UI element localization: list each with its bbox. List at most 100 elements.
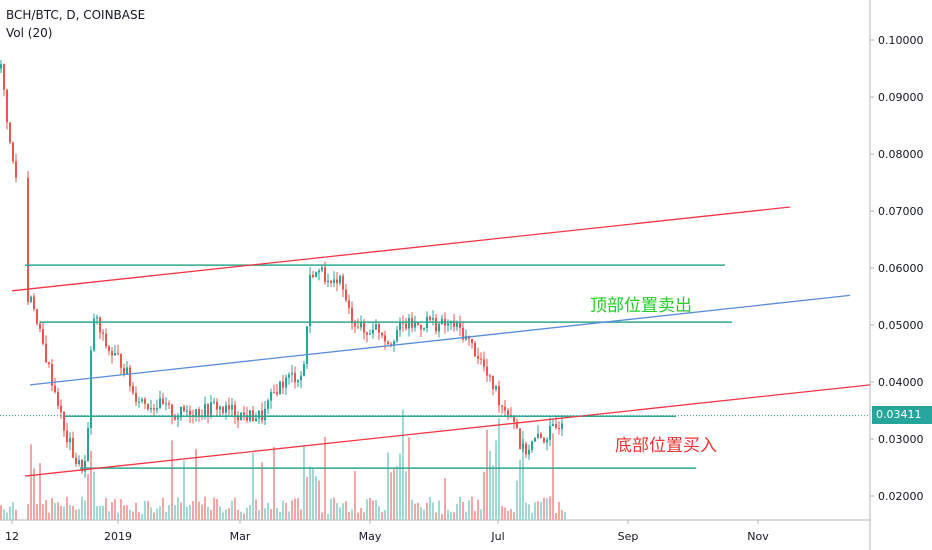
volume-bar	[93, 471, 95, 520]
candle-body	[387, 341, 389, 344]
candle-body	[360, 322, 362, 328]
candle-body	[423, 328, 425, 330]
candle-body	[555, 424, 557, 428]
volume-bar	[462, 502, 464, 520]
candle-body	[462, 327, 464, 340]
candle-body	[60, 405, 62, 412]
candle-body	[453, 320, 455, 327]
volume-bar	[339, 507, 341, 520]
price-tick-label: 0.09000	[878, 91, 924, 104]
volume-bar	[447, 509, 449, 520]
candle-body	[429, 316, 431, 320]
trend-line-red	[24, 384, 871, 477]
volume-bar	[384, 509, 386, 520]
volume-bar	[507, 511, 509, 520]
volume-bar	[48, 512, 50, 520]
candle-body	[483, 359, 485, 367]
current-price-tag: 0.03411	[872, 406, 932, 424]
volume-bar	[141, 513, 143, 520]
candle-body	[276, 392, 278, 395]
volume-bar	[342, 503, 344, 520]
volume-bar	[213, 497, 215, 520]
candle-body	[507, 410, 509, 415]
candle-body	[120, 353, 122, 368]
volume-bar	[372, 500, 374, 520]
volume-bar	[306, 476, 308, 520]
time-tick-label: Sep	[618, 530, 639, 543]
volume-bar	[231, 500, 233, 520]
volume-bar	[12, 502, 14, 520]
price-tick-label: 0.07000	[878, 205, 924, 218]
price-tick-label: 0.08000	[878, 148, 924, 161]
volume-bar	[387, 452, 389, 520]
volume-bar	[450, 511, 452, 520]
candle-body	[102, 332, 104, 334]
candle-body	[324, 267, 326, 283]
candle-body	[36, 309, 38, 324]
volume-bar	[216, 499, 218, 520]
candle-body	[159, 398, 161, 409]
candle-body	[228, 405, 230, 410]
time-tick-label: 2019	[104, 530, 132, 543]
volume-bar	[69, 505, 71, 520]
candle-body	[6, 89, 8, 123]
volume-bar	[321, 512, 323, 520]
volume-bar	[513, 512, 515, 520]
volume-bar	[375, 499, 377, 520]
candle-body	[243, 412, 245, 416]
volume-bar	[207, 506, 209, 520]
candle-body	[138, 401, 140, 403]
candle-body	[87, 428, 89, 461]
volume-bar	[345, 501, 347, 520]
candle-body	[294, 372, 296, 383]
volume-bar	[498, 418, 500, 520]
candle-body	[504, 406, 506, 411]
volume-bar	[267, 502, 269, 520]
symbol-title[interactable]: BCH/BTC, D, COINBASE	[6, 8, 146, 22]
volume-bar	[420, 507, 422, 520]
volume-bar	[120, 499, 122, 520]
volume-bar	[51, 498, 53, 520]
volume-bar	[489, 451, 491, 520]
candle-body	[522, 443, 524, 450]
volume-bar	[57, 502, 59, 520]
candle-body	[3, 64, 5, 90]
volume-bar	[546, 498, 548, 520]
candle-body	[117, 353, 119, 355]
candle-body	[216, 401, 218, 410]
candle-body	[384, 335, 386, 342]
volume-bar	[444, 478, 446, 520]
candle-body	[354, 322, 356, 327]
volume-bar	[189, 504, 191, 520]
candle-body	[501, 405, 503, 407]
volume-bar	[132, 511, 134, 520]
volume-bar	[75, 509, 77, 520]
candle-body	[339, 275, 341, 284]
volume-bar	[435, 512, 437, 520]
candle-body	[408, 318, 410, 329]
volume-bar	[27, 503, 29, 520]
volume-bar	[123, 505, 125, 520]
volume-bar	[300, 509, 302, 520]
candle-body	[264, 408, 266, 421]
price-tick-label: 0.06000	[878, 262, 924, 275]
candle-body	[153, 408, 155, 410]
volume-bar	[249, 505, 251, 520]
volume-bar	[393, 468, 395, 520]
candle-body	[486, 366, 488, 376]
volume-indicator-label[interactable]: Vol (20)	[6, 26, 53, 40]
volume-bar	[96, 506, 98, 520]
volume-bar	[324, 436, 326, 520]
volume-bar	[228, 508, 230, 520]
volume-bar	[519, 460, 521, 520]
volume-bar	[378, 506, 380, 520]
candle-body	[447, 323, 449, 326]
candle-body	[39, 323, 41, 329]
candle-body	[561, 423, 563, 429]
volume-bar	[108, 511, 110, 520]
volume-bar	[156, 508, 158, 520]
candle-body	[27, 177, 29, 302]
candle-body	[306, 326, 308, 364]
candle-body	[363, 322, 365, 333]
